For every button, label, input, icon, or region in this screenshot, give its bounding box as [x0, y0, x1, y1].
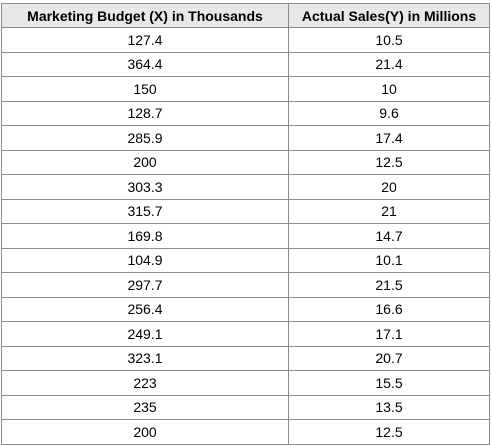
table-row: 249.1 17.1 [1, 321, 490, 347]
cell-marketing-budget[interactable]: 297.7 [1, 272, 289, 298]
cell-marketing-budget[interactable]: 235 [1, 394, 289, 420]
cell-actual-sales[interactable]: 17.1 [288, 321, 490, 347]
cell-actual-sales[interactable]: 16.6 [288, 296, 490, 322]
cell-actual-sales[interactable]: 10 [288, 76, 490, 102]
table-row: 364.4 21.4 [1, 51, 490, 77]
cell-actual-sales[interactable]: 15.5 [288, 370, 490, 396]
table-row: 200 12.5 [1, 419, 490, 445]
table-row: 200 12.5 [1, 149, 490, 175]
table-row: 285.9 17.4 [1, 125, 490, 151]
cell-actual-sales[interactable]: 17.4 [288, 125, 490, 151]
table-row: 235 13.5 [1, 394, 490, 420]
cell-marketing-budget[interactable]: 128.7 [1, 100, 289, 126]
cell-actual-sales[interactable]: 10.1 [288, 247, 490, 273]
table-row: 169.8 14.7 [1, 223, 490, 249]
table-row: 150 10 [1, 76, 490, 102]
table-row: 223 15.5 [1, 370, 490, 396]
table-row: 315.7 21 [1, 198, 490, 224]
cell-marketing-budget[interactable]: 104.9 [1, 247, 289, 273]
cell-marketing-budget[interactable]: 303.3 [1, 174, 289, 200]
cell-marketing-budget[interactable]: 285.9 [1, 125, 289, 151]
table-row: 256.4 16.6 [1, 296, 490, 322]
cell-marketing-budget[interactable]: 315.7 [1, 198, 289, 224]
cell-marketing-budget[interactable]: 127.4 [1, 27, 289, 53]
cell-actual-sales[interactable]: 9.6 [288, 100, 490, 126]
cell-actual-sales[interactable]: 10.5 [288, 27, 490, 53]
header-cell-actual-sales[interactable]: Actual Sales(Y) in Millions [288, 3, 490, 28]
cell-marketing-budget[interactable]: 364.4 [1, 51, 289, 77]
cell-actual-sales[interactable]: 20 [288, 174, 490, 200]
cell-actual-sales[interactable]: 21 [288, 198, 490, 224]
table-row: 297.7 21.5 [1, 272, 490, 298]
cell-actual-sales[interactable]: 13.5 [288, 394, 490, 420]
data-table: Marketing Budget (X) in Thousands Actual… [1, 3, 490, 445]
table-row: 127.4 10.5 [1, 27, 490, 53]
cell-marketing-budget[interactable]: 249.1 [1, 321, 289, 347]
cell-marketing-budget[interactable]: 169.8 [1, 223, 289, 249]
cell-marketing-budget[interactable]: 200 [1, 149, 289, 175]
cell-actual-sales[interactable]: 12.5 [288, 149, 490, 175]
cell-marketing-budget[interactable]: 150 [1, 76, 289, 102]
table-row: 104.9 10.1 [1, 247, 490, 273]
table-row: 323.1 20.7 [1, 345, 490, 371]
header-cell-marketing-budget[interactable]: Marketing Budget (X) in Thousands [1, 3, 289, 28]
cell-actual-sales[interactable]: 21.4 [288, 51, 490, 77]
cell-marketing-budget[interactable]: 200 [1, 419, 289, 445]
table-row: 303.3 20 [1, 174, 490, 200]
cell-marketing-budget[interactable]: 323.1 [1, 345, 289, 371]
header-row: Marketing Budget (X) in Thousands Actual… [1, 3, 490, 28]
cell-marketing-budget[interactable]: 223 [1, 370, 289, 396]
cell-actual-sales[interactable]: 20.7 [288, 345, 490, 371]
cell-actual-sales[interactable]: 14.7 [288, 223, 490, 249]
cell-marketing-budget[interactable]: 256.4 [1, 296, 289, 322]
table-row: 128.7 9.6 [1, 100, 490, 126]
cell-actual-sales[interactable]: 12.5 [288, 419, 490, 445]
cell-actual-sales[interactable]: 21.5 [288, 272, 490, 298]
